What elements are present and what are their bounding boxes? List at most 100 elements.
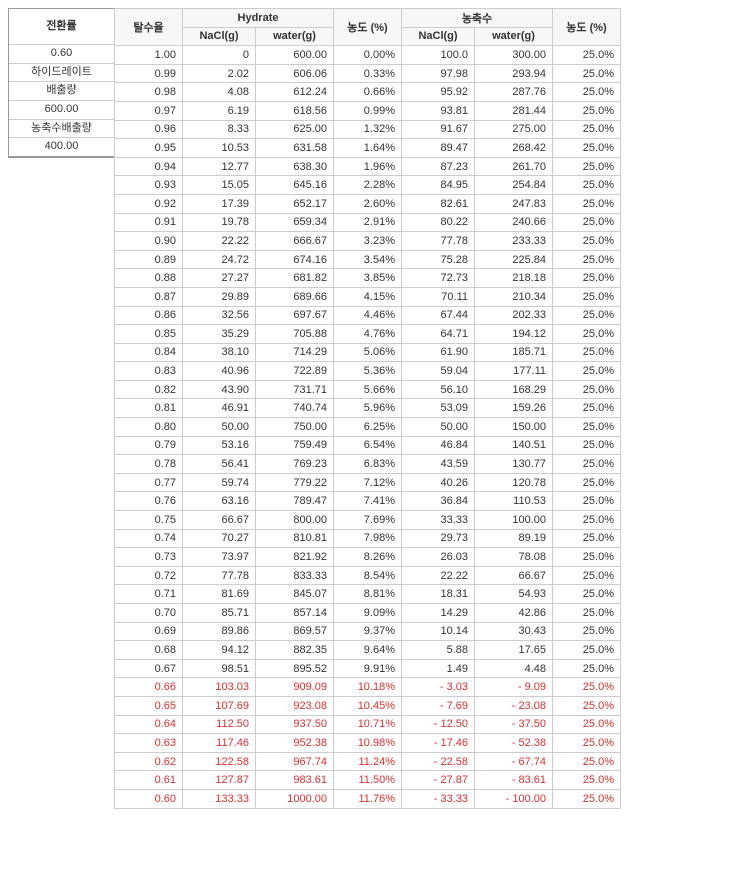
cell-c: 967.74: [256, 752, 334, 771]
cell-a: 0.93: [115, 176, 183, 195]
cell-d: 6.54%: [334, 436, 402, 455]
table-row: 0.63117.46952.3810.98%17.4652.3825.0%: [115, 734, 621, 753]
cell-f: 240.66: [475, 213, 553, 232]
table-row: 0.7373.97821.928.26%26.0378.0825.0%: [115, 548, 621, 567]
cell-a: 0.88: [115, 269, 183, 288]
cell-f: 218.18: [475, 269, 553, 288]
cell-e: 91.67: [402, 120, 475, 139]
cell-d: 3.23%: [334, 232, 402, 251]
table-row: 0.7566.67800.007.69%33.33100.0025.0%: [115, 511, 621, 530]
cell-b: 63.16: [183, 492, 256, 511]
cell-f: 100.00: [475, 789, 553, 808]
left-header: 전환률: [9, 9, 114, 45]
table-row: 0.976.19618.560.99%93.81281.4425.0%: [115, 101, 621, 120]
cell-b: 81.69: [183, 585, 256, 604]
cell-g: 25.0%: [553, 752, 621, 771]
cell-d: 0.99%: [334, 101, 402, 120]
cell-e: 43.59: [402, 455, 475, 474]
cell-a: 0.94: [115, 157, 183, 176]
cell-g: 25.0%: [553, 641, 621, 660]
cell-c: 645.16: [256, 176, 334, 195]
table-row: 0.8632.56697.674.46%67.44202.3325.0%: [115, 306, 621, 325]
cell-e: 67.44: [402, 306, 475, 325]
cell-b: 29.89: [183, 287, 256, 306]
cell-g: 25.0%: [553, 250, 621, 269]
table-row: 0.8827.27681.823.85%72.73218.1825.0%: [115, 269, 621, 288]
cell-e: 40.26: [402, 473, 475, 492]
cell-c: 789.47: [256, 492, 334, 511]
cell-b: 77.78: [183, 566, 256, 585]
cell-g: 25.0%: [553, 176, 621, 195]
cell-a: 0.65: [115, 696, 183, 715]
cell-b: 50.00: [183, 418, 256, 437]
cell-a: 0.74: [115, 529, 183, 548]
cell-c: 740.74: [256, 399, 334, 418]
cell-g: 25.0%: [553, 511, 621, 530]
cell-b: 19.78: [183, 213, 256, 232]
cell-f: 177.11: [475, 362, 553, 381]
cell-f: 254.84: [475, 176, 553, 195]
cell-e: 82.61: [402, 194, 475, 213]
cell-b: 127.87: [183, 771, 256, 790]
th-pct1: 농도 (%): [334, 9, 402, 46]
cell-d: 5.06%: [334, 343, 402, 362]
cell-d: 3.54%: [334, 250, 402, 269]
cell-b: 53.16: [183, 436, 256, 455]
table-row: 0.9315.05645.162.28%84.95254.8425.0%: [115, 176, 621, 195]
cell-a: 0.77: [115, 473, 183, 492]
cell-d: 3.85%: [334, 269, 402, 288]
cell-d: 10.18%: [334, 678, 402, 697]
cell-d: 10.71%: [334, 715, 402, 734]
cell-f: 4.48: [475, 659, 553, 678]
cell-g: 25.0%: [553, 455, 621, 474]
cell-d: 11.76%: [334, 789, 402, 808]
th-water1: water(g): [256, 27, 334, 46]
cell-e: 26.03: [402, 548, 475, 567]
cell-b: 73.97: [183, 548, 256, 567]
cell-g: 25.0%: [553, 678, 621, 697]
cell-d: 4.76%: [334, 325, 402, 344]
cell-d: 7.12%: [334, 473, 402, 492]
cell-f: 130.77: [475, 455, 553, 474]
cell-d: 1.64%: [334, 139, 402, 158]
cell-e: 5.88: [402, 641, 475, 660]
th-conc: 농축수: [402, 9, 553, 28]
layout-wrap: 전환률 0.60 하이드레이트 배출량 600.00 농축수배출량 400.00…: [8, 8, 738, 809]
cell-b: 117.46: [183, 734, 256, 753]
cell-a: 0.60: [115, 789, 183, 808]
table-row: 0.6989.86869.579.37%10.1430.4325.0%: [115, 622, 621, 641]
cell-f: 275.00: [475, 120, 553, 139]
cell-b: 70.27: [183, 529, 256, 548]
cell-f: 281.44: [475, 101, 553, 120]
cell-b: 46.91: [183, 399, 256, 418]
cell-b: 107.69: [183, 696, 256, 715]
cell-a: 0.71: [115, 585, 183, 604]
cell-f: 210.34: [475, 287, 553, 306]
cell-a: 0.79: [115, 436, 183, 455]
table-row: 0.8050.00750.006.25%50.00150.0025.0%: [115, 418, 621, 437]
cell-f: 100.00: [475, 511, 553, 530]
cell-g: 25.0%: [553, 269, 621, 288]
cell-d: 5.66%: [334, 380, 402, 399]
cell-f: 140.51: [475, 436, 553, 455]
cell-a: 0.80: [115, 418, 183, 437]
cell-f: 225.84: [475, 250, 553, 269]
cell-g: 25.0%: [553, 734, 621, 753]
cell-b: 59.74: [183, 473, 256, 492]
th-water2: water(g): [475, 27, 553, 46]
cell-d: 0.00%: [334, 46, 402, 65]
cell-b: 133.33: [183, 789, 256, 808]
cell-f: 83.61: [475, 771, 553, 790]
cell-e: 18.31: [402, 585, 475, 604]
cell-f: 54.93: [475, 585, 553, 604]
cell-g: 25.0%: [553, 343, 621, 362]
cell-e: 22.22: [402, 566, 475, 585]
cell-c: 895.52: [256, 659, 334, 678]
cell-f: 247.83: [475, 194, 553, 213]
cell-c: 659.34: [256, 213, 334, 232]
cell-g: 25.0%: [553, 380, 621, 399]
left-discharge-val: 600.00: [9, 101, 114, 120]
cell-d: 5.96%: [334, 399, 402, 418]
cell-a: 0.64: [115, 715, 183, 734]
cell-b: 24.72: [183, 250, 256, 269]
